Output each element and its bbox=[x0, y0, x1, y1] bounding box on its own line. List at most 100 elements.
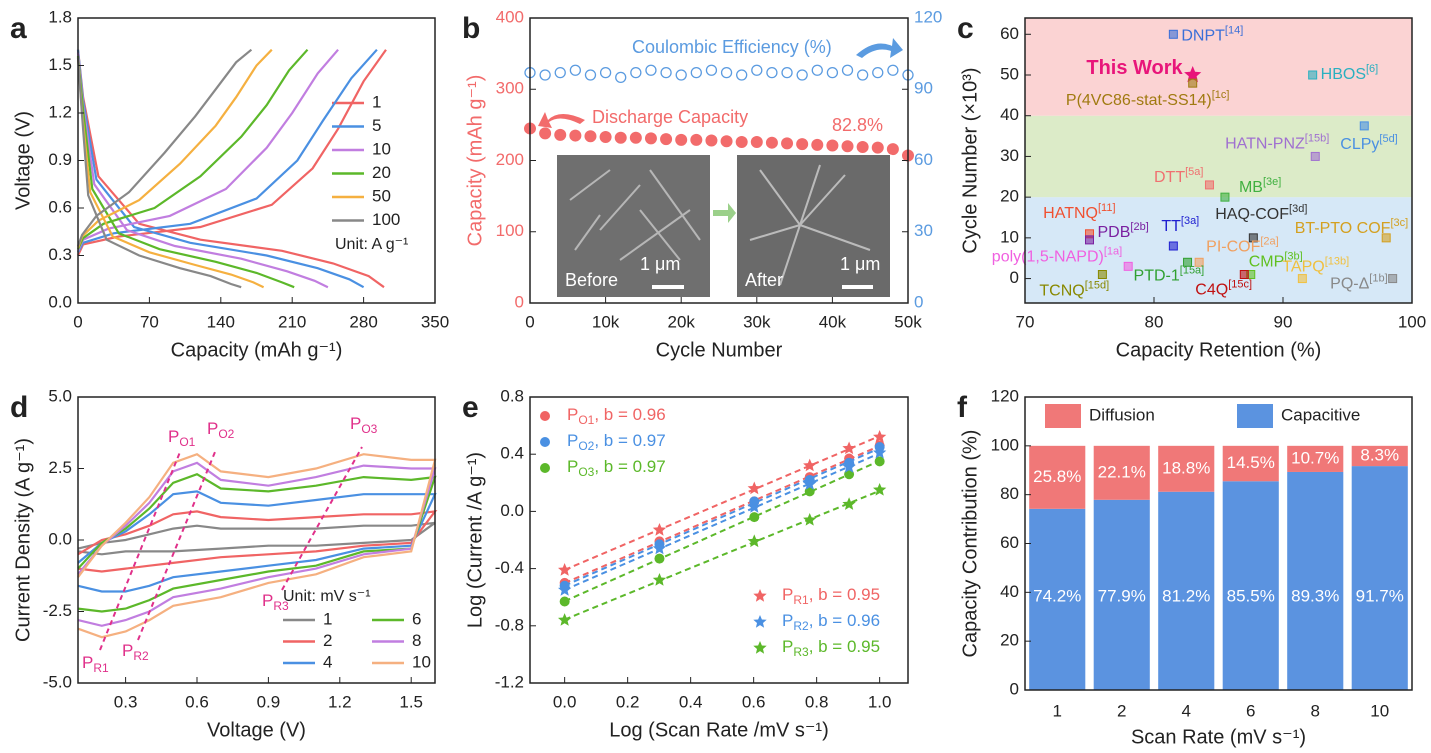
bar-segment bbox=[1351, 466, 1408, 690]
y-tick-label: 20 bbox=[1000, 631, 1019, 650]
annotation: Before bbox=[565, 270, 618, 290]
marker-circle bbox=[569, 129, 582, 142]
y-tick-label: 30 bbox=[1000, 146, 1019, 165]
marker-circle bbox=[675, 69, 687, 81]
marker-circle bbox=[584, 69, 597, 81]
marker-circle bbox=[584, 130, 597, 143]
fit-line bbox=[564, 445, 881, 584]
legend-suffix: , b = 0.97 bbox=[594, 457, 665, 476]
bar-segment bbox=[1287, 445, 1344, 472]
y-tick-label: 0.9 bbox=[48, 150, 72, 169]
plot-area: 74.2% 25.8% 1 77.9% 22.1% 2 81.2% 18.8% 4 85.5% 14… bbox=[1029, 404, 1408, 720]
y-axis-label: Voltage (V) bbox=[12, 111, 34, 210]
panel-letter: c bbox=[957, 12, 974, 45]
annotation: 1 μm bbox=[840, 254, 880, 274]
legend-marker bbox=[753, 615, 767, 628]
series-line bbox=[77, 461, 437, 627]
x-tick-label: 4 bbox=[1182, 701, 1191, 720]
sem-image bbox=[737, 155, 890, 297]
point-name: P(4VC86-stat-SS14) bbox=[1066, 92, 1212, 109]
bar-segment bbox=[1222, 445, 1279, 482]
y-tick-label: 1.5 bbox=[48, 55, 72, 74]
marker-circle bbox=[554, 128, 567, 141]
marker-square bbox=[1239, 270, 1249, 279]
point-name: CLPy bbox=[1340, 136, 1379, 153]
annotation: 1 μm bbox=[640, 254, 680, 274]
peak-label: PO3 bbox=[350, 414, 378, 436]
marker-star bbox=[747, 481, 761, 495]
plot-frame bbox=[529, 396, 909, 684]
x-tick-label: 30k bbox=[743, 312, 771, 331]
legend-swatch bbox=[1237, 404, 1273, 428]
legend-suffix: , b = 0.96 bbox=[594, 405, 665, 424]
x-tick-label: 140 bbox=[207, 312, 235, 331]
legend-label: Diffusion bbox=[1089, 405, 1155, 424]
band bbox=[1025, 115, 1412, 198]
marker-square bbox=[1085, 235, 1094, 245]
marker-circle bbox=[690, 133, 703, 146]
marker-square bbox=[1248, 233, 1258, 243]
y-tick-label: -0.8 bbox=[495, 615, 524, 634]
fit-line bbox=[564, 435, 881, 571]
legend-suffix: , b = 0.95 bbox=[809, 637, 880, 656]
point-ref: [3a] bbox=[1181, 215, 1199, 227]
panel-c: DNPT[14] This Work P(4VC86-stat-SS14)[1c] H… bbox=[957, 12, 1426, 361]
point-label: PTD-1[15a] bbox=[1134, 264, 1205, 284]
legend-label: 20 bbox=[372, 163, 391, 182]
panel-letter: b bbox=[462, 12, 480, 45]
marker-circle bbox=[841, 64, 854, 76]
y-tick-label: 0.0 bbox=[48, 292, 72, 311]
point-label: TT[3a] bbox=[1161, 215, 1199, 235]
marker-circle bbox=[781, 137, 794, 150]
y-tick-label: 5.0 bbox=[48, 386, 72, 405]
plot-area: DNPT[14] This Work P(4VC86-stat-SS14)[1c] H… bbox=[992, 24, 1408, 300]
x-tick-label: 70 bbox=[1016, 312, 1035, 331]
y2-tick-label: 60 bbox=[914, 150, 933, 169]
marker-circle bbox=[705, 134, 718, 147]
point-label: CMP[3b] bbox=[1249, 250, 1303, 270]
legend-suffix: , b = 0.95 bbox=[809, 585, 880, 604]
marker-circle bbox=[720, 135, 733, 148]
point-ref: [1a] bbox=[1104, 245, 1122, 257]
point-name: TAPQ bbox=[1282, 259, 1324, 276]
peak-label: PR1 bbox=[82, 653, 109, 675]
point-name: poly(1,5-NAPD) bbox=[992, 249, 1104, 266]
legend-label: 10 bbox=[372, 139, 391, 158]
x-tick-label: 10 bbox=[1370, 701, 1389, 720]
y2-tick-label: 30 bbox=[914, 221, 933, 240]
legend-label: 1 bbox=[323, 609, 332, 628]
x-tick-label: 90 bbox=[1274, 312, 1293, 331]
marker-circle bbox=[856, 69, 869, 81]
x-axis-label: Scan Rate (mV s⁻¹) bbox=[1131, 726, 1306, 748]
point-label: This Work bbox=[1086, 57, 1183, 79]
point-ref: [14] bbox=[1225, 24, 1243, 36]
point-label: TAPQ[13b] bbox=[1282, 255, 1349, 275]
value-label: 18.8% bbox=[1162, 458, 1210, 477]
value-label: 22.1% bbox=[1098, 462, 1146, 481]
panel-a: 1 5 10 20 50 100 Unit: A g⁻¹ 0.0 0.3 0.6 0.9 1.2 1.5… bbox=[10, 7, 449, 361]
point-ref: [3c] bbox=[1390, 217, 1408, 229]
marker-star bbox=[652, 573, 667, 586]
bar-segment bbox=[1093, 499, 1150, 690]
point-label: HATN-PNZ[15b] bbox=[1225, 132, 1329, 152]
marker-circle bbox=[614, 131, 627, 144]
x-tick-label: 0.2 bbox=[616, 692, 640, 711]
point-name: This Work bbox=[1086, 57, 1183, 79]
point-label: DNPT[14] bbox=[1181, 24, 1243, 44]
legend-suffix: , b = 0.97 bbox=[594, 431, 665, 450]
x-tick-label: 210 bbox=[278, 312, 306, 331]
value-label: 25.8% bbox=[1033, 467, 1081, 486]
y-axis-label: Log (Current /A g⁻¹) bbox=[464, 452, 486, 628]
y-tick-label: 0.8 bbox=[500, 386, 524, 405]
point-label: DTT[5a] bbox=[1154, 166, 1203, 186]
marker-star bbox=[803, 458, 817, 472]
marker-circle bbox=[720, 66, 733, 79]
value-label: 77.9% bbox=[1098, 586, 1146, 605]
x-tick-label: 0.4 bbox=[679, 692, 703, 711]
x-tick-label: 1.0 bbox=[868, 692, 892, 711]
legend-label: 50 bbox=[372, 186, 391, 205]
sem-texture bbox=[749, 164, 871, 286]
point-name: HBOS bbox=[1321, 66, 1366, 83]
